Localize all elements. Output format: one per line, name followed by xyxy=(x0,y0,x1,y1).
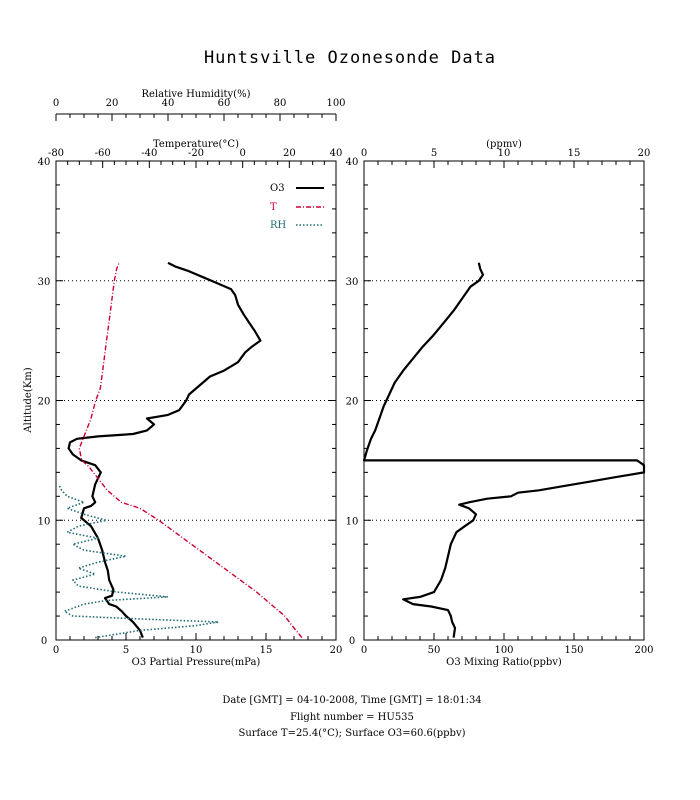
rh-tick-label: 0 xyxy=(53,98,59,109)
right-y-tick-label: 10 xyxy=(346,516,359,527)
chart-title: Huntsville Ozonesonde Data xyxy=(204,48,496,68)
mixing-ratio-tick-label: 0 xyxy=(361,645,367,656)
o3-pressure-tick-label: 5 xyxy=(123,645,129,656)
series-rh-line xyxy=(58,483,220,639)
data-series xyxy=(58,261,646,639)
temperature-axis-label: Temperature(°C) xyxy=(153,139,239,150)
o3-pressure-tick-label: 10 xyxy=(190,645,203,656)
rh-tick-label: 100 xyxy=(326,98,345,109)
footer-flight-number: Flight number = HU535 xyxy=(290,712,414,723)
right-y-tick-label: 30 xyxy=(346,277,359,288)
series-o3-mixing-ratio-line xyxy=(362,262,646,638)
temperature-tick-label: -20 xyxy=(188,148,204,159)
mixing-ratio-tick-label: 50 xyxy=(428,645,441,656)
o3-partial-pressure-axis-label: O3 Partial Pressure(mPa) xyxy=(132,657,261,668)
left-y-tick-label: 0 xyxy=(41,636,47,647)
mixing-ratio-tick-label: 200 xyxy=(634,645,653,656)
temperature-tick-label: -80 xyxy=(48,148,64,159)
o3-mixing-ratio-axis-label: O3 Mixing Ratio(ppbv) xyxy=(446,657,562,668)
legend-t-label: T xyxy=(270,202,277,213)
legend-o3-label: O3 xyxy=(270,183,285,194)
ppmv-tick-label: 20 xyxy=(638,148,651,159)
temperature-tick-label: -60 xyxy=(95,148,111,159)
ppmv-tick-label: 15 xyxy=(568,148,581,159)
ppmv-axis-label: (ppmv) xyxy=(486,139,522,150)
left-y-tick-label: 30 xyxy=(38,277,51,288)
o3-pressure-tick-label: 20 xyxy=(330,645,343,656)
rh-tick-label: 60 xyxy=(218,98,231,109)
ppmv-tick-label: 5 xyxy=(431,148,437,159)
legend: O3 T RH xyxy=(270,183,324,231)
rh-tick-label: 80 xyxy=(274,98,287,109)
grid-lines xyxy=(56,280,644,521)
temperature-tick-label: 20 xyxy=(283,148,296,159)
ppmv-tick-label: 10 xyxy=(498,148,511,159)
right-y-tick-label: 40 xyxy=(346,157,359,168)
left-y-tick-label: 20 xyxy=(38,397,51,408)
rh-tick-label: 40 xyxy=(162,98,175,109)
temperature-tick-label: 0 xyxy=(239,148,245,159)
rh-axis-label: Relative Humidity(%) xyxy=(142,89,251,100)
mixing-ratio-tick-label: 100 xyxy=(494,645,513,656)
o3-pressure-tick-label: 15 xyxy=(260,645,273,656)
right-y-tick-label: 20 xyxy=(346,397,359,408)
temperature-tick-label: 40 xyxy=(330,148,343,159)
left-y-tick-label: 10 xyxy=(38,516,51,527)
series-t-line xyxy=(78,262,303,639)
mixing-ratio-tick-label: 150 xyxy=(564,645,583,656)
altitude-axis-label: Altitude(Km) xyxy=(23,367,34,433)
left-y-tick-label: 40 xyxy=(38,157,51,168)
footer-surface-values: Surface T=25.4(°C); Surface O3=60.6(ppbv… xyxy=(238,728,465,739)
right-y-tick-label: 0 xyxy=(349,636,355,647)
rh-tick-label: 20 xyxy=(106,98,119,109)
series-o3-line xyxy=(67,261,262,638)
legend-rh-label: RH xyxy=(270,220,287,231)
ppmv-tick-label: 0 xyxy=(361,148,367,159)
temperature-tick-label: -40 xyxy=(141,148,157,159)
o3-pressure-tick-label: 0 xyxy=(53,645,59,656)
footer-date-time: Date [GMT] = 04-10-2008, Time [GMT] = 18… xyxy=(222,695,481,706)
